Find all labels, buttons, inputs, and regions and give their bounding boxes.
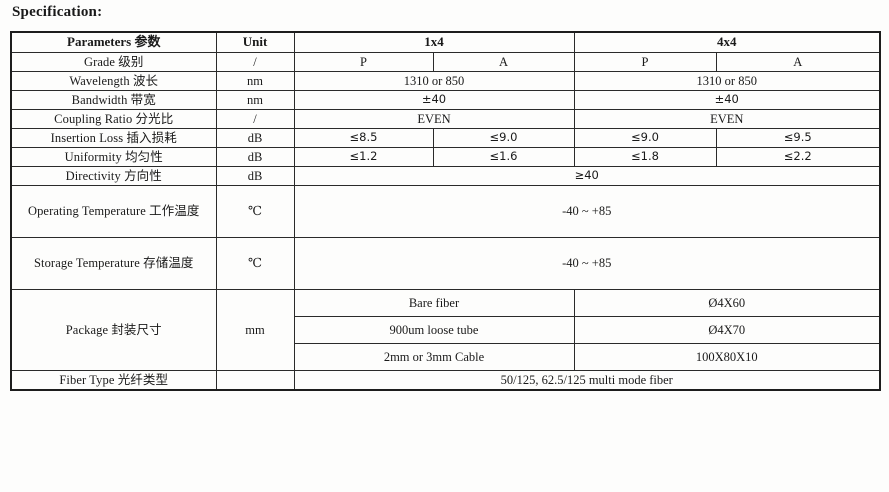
row-parameter: Insertion Loss 插入损耗 (10, 127, 217, 148)
cell-4x4: EVEN (573, 108, 881, 129)
cell-1x4-p: P (293, 51, 434, 72)
row-parameter: Storage Temperature 存储温度 (10, 236, 217, 290)
row-unit: dB (215, 146, 295, 167)
header-unit: Unit (215, 31, 295, 53)
row-unit-package: mm (215, 288, 295, 371)
specification-table: Parameters 参数 Unit 1x4 4x4 Grade 级别 / P … (10, 31, 881, 391)
package-type: 900um loose tube (293, 315, 575, 344)
package-size: Ø4X60 (573, 288, 881, 317)
table-row-package: Package 封装尺寸 mm Bare fiber Ø4X60 (10, 288, 881, 371)
cell-4x4-a: ≤9.5 (715, 127, 881, 148)
page-title: Specification: (12, 4, 103, 20)
cell-1x4: 1310 or 850 (293, 70, 575, 91)
row-parameter: Directivity 方向性 (10, 165, 217, 186)
table-row: Insertion Loss 插入损耗 dB ≤8.5 ≤9.0 ≤9.0 ≤9… (10, 127, 881, 148)
cell-all-groups: ≥40 (293, 165, 881, 186)
table-row: Wavelength 波长 nm 1310 or 850 1310 or 850 (10, 70, 881, 91)
row-parameter-package: Package 封装尺寸 (10, 288, 217, 371)
cell-all-groups: -40 ~ +85 (293, 184, 881, 238)
package-size: Ø4X70 (573, 315, 881, 344)
table-row: Operating Temperature 工作温度 ℃ -40 ~ +85 (10, 184, 881, 238)
package-type: 2mm or 3mm Cable (293, 342, 575, 371)
package-size: 100X80X10 (573, 342, 881, 371)
cell-4x4-p: ≤1.8 (573, 146, 717, 167)
row-unit: dB (215, 165, 295, 186)
row-unit: ℃ (215, 236, 295, 290)
row-parameter: Wavelength 波长 (10, 70, 217, 91)
cell-4x4-p: P (573, 51, 717, 72)
table-row-fiber-type: Fiber Type 光纤类型 50/125, 62.5/125 multi m… (10, 369, 881, 391)
cell-1x4-a: A (432, 51, 575, 72)
table-row: Directivity 方向性 dB ≥40 (10, 165, 881, 186)
cell-fiber-type-value: 50/125, 62.5/125 multi mode fiber (293, 369, 881, 391)
table-row: Uniformity 均匀性 dB ≤1.2 ≤1.6 ≤1.8 ≤2.2 (10, 146, 881, 167)
row-unit: dB (215, 127, 295, 148)
row-parameter: Uniformity 均匀性 (10, 146, 217, 167)
header-parameters: Parameters 参数 (10, 31, 217, 53)
package-type: Bare fiber (293, 288, 575, 317)
table-row: Grade 级别 / P A P A (10, 51, 881, 72)
table-header-row: Parameters 参数 Unit 1x4 4x4 (10, 31, 881, 53)
cell-4x4: ±40 (573, 89, 881, 110)
cell-1x4-p: ≤8.5 (293, 127, 434, 148)
row-parameter: Fiber Type 光纤类型 (10, 369, 217, 391)
cell-all-groups: -40 ~ +85 (293, 236, 881, 290)
cell-1x4-p: ≤1.2 (293, 146, 434, 167)
row-unit: nm (215, 70, 295, 91)
cell-1x4-a: ≤1.6 (432, 146, 575, 167)
cell-4x4-p: ≤9.0 (573, 127, 717, 148)
cell-1x4: ±40 (293, 89, 575, 110)
row-parameter: Bandwidth 带宽 (10, 89, 217, 110)
cell-1x4-a: ≤9.0 (432, 127, 575, 148)
cell-4x4: 1310 or 850 (573, 70, 881, 91)
table-row-package: 900um loose tube Ø4X70 (11, 315, 881, 344)
table-row: Storage Temperature 存储温度 ℃ -40 ~ +85 (10, 236, 881, 290)
row-unit: nm (215, 89, 295, 110)
header-group-1x4: 1x4 (293, 31, 575, 53)
table-row: Coupling Ratio 分光比 / EVEN EVEN (10, 108, 881, 129)
table-row: Bandwidth 带宽 nm ±40 ±40 (10, 89, 881, 110)
row-parameter: Coupling Ratio 分光比 (10, 108, 217, 129)
row-unit (215, 369, 295, 391)
row-unit: / (215, 108, 295, 129)
table-row-package: 2mm or 3mm Cable 100X80X10 (11, 342, 881, 371)
cell-1x4: EVEN (293, 108, 575, 129)
row-parameter: Operating Temperature 工作温度 (10, 184, 217, 238)
row-unit: / (215, 51, 295, 72)
cell-4x4-a: ≤2.2 (715, 146, 881, 167)
row-unit: ℃ (215, 184, 295, 238)
row-parameter: Grade 级别 (10, 51, 217, 72)
header-group-4x4: 4x4 (573, 31, 881, 53)
cell-4x4-a: A (715, 51, 881, 72)
